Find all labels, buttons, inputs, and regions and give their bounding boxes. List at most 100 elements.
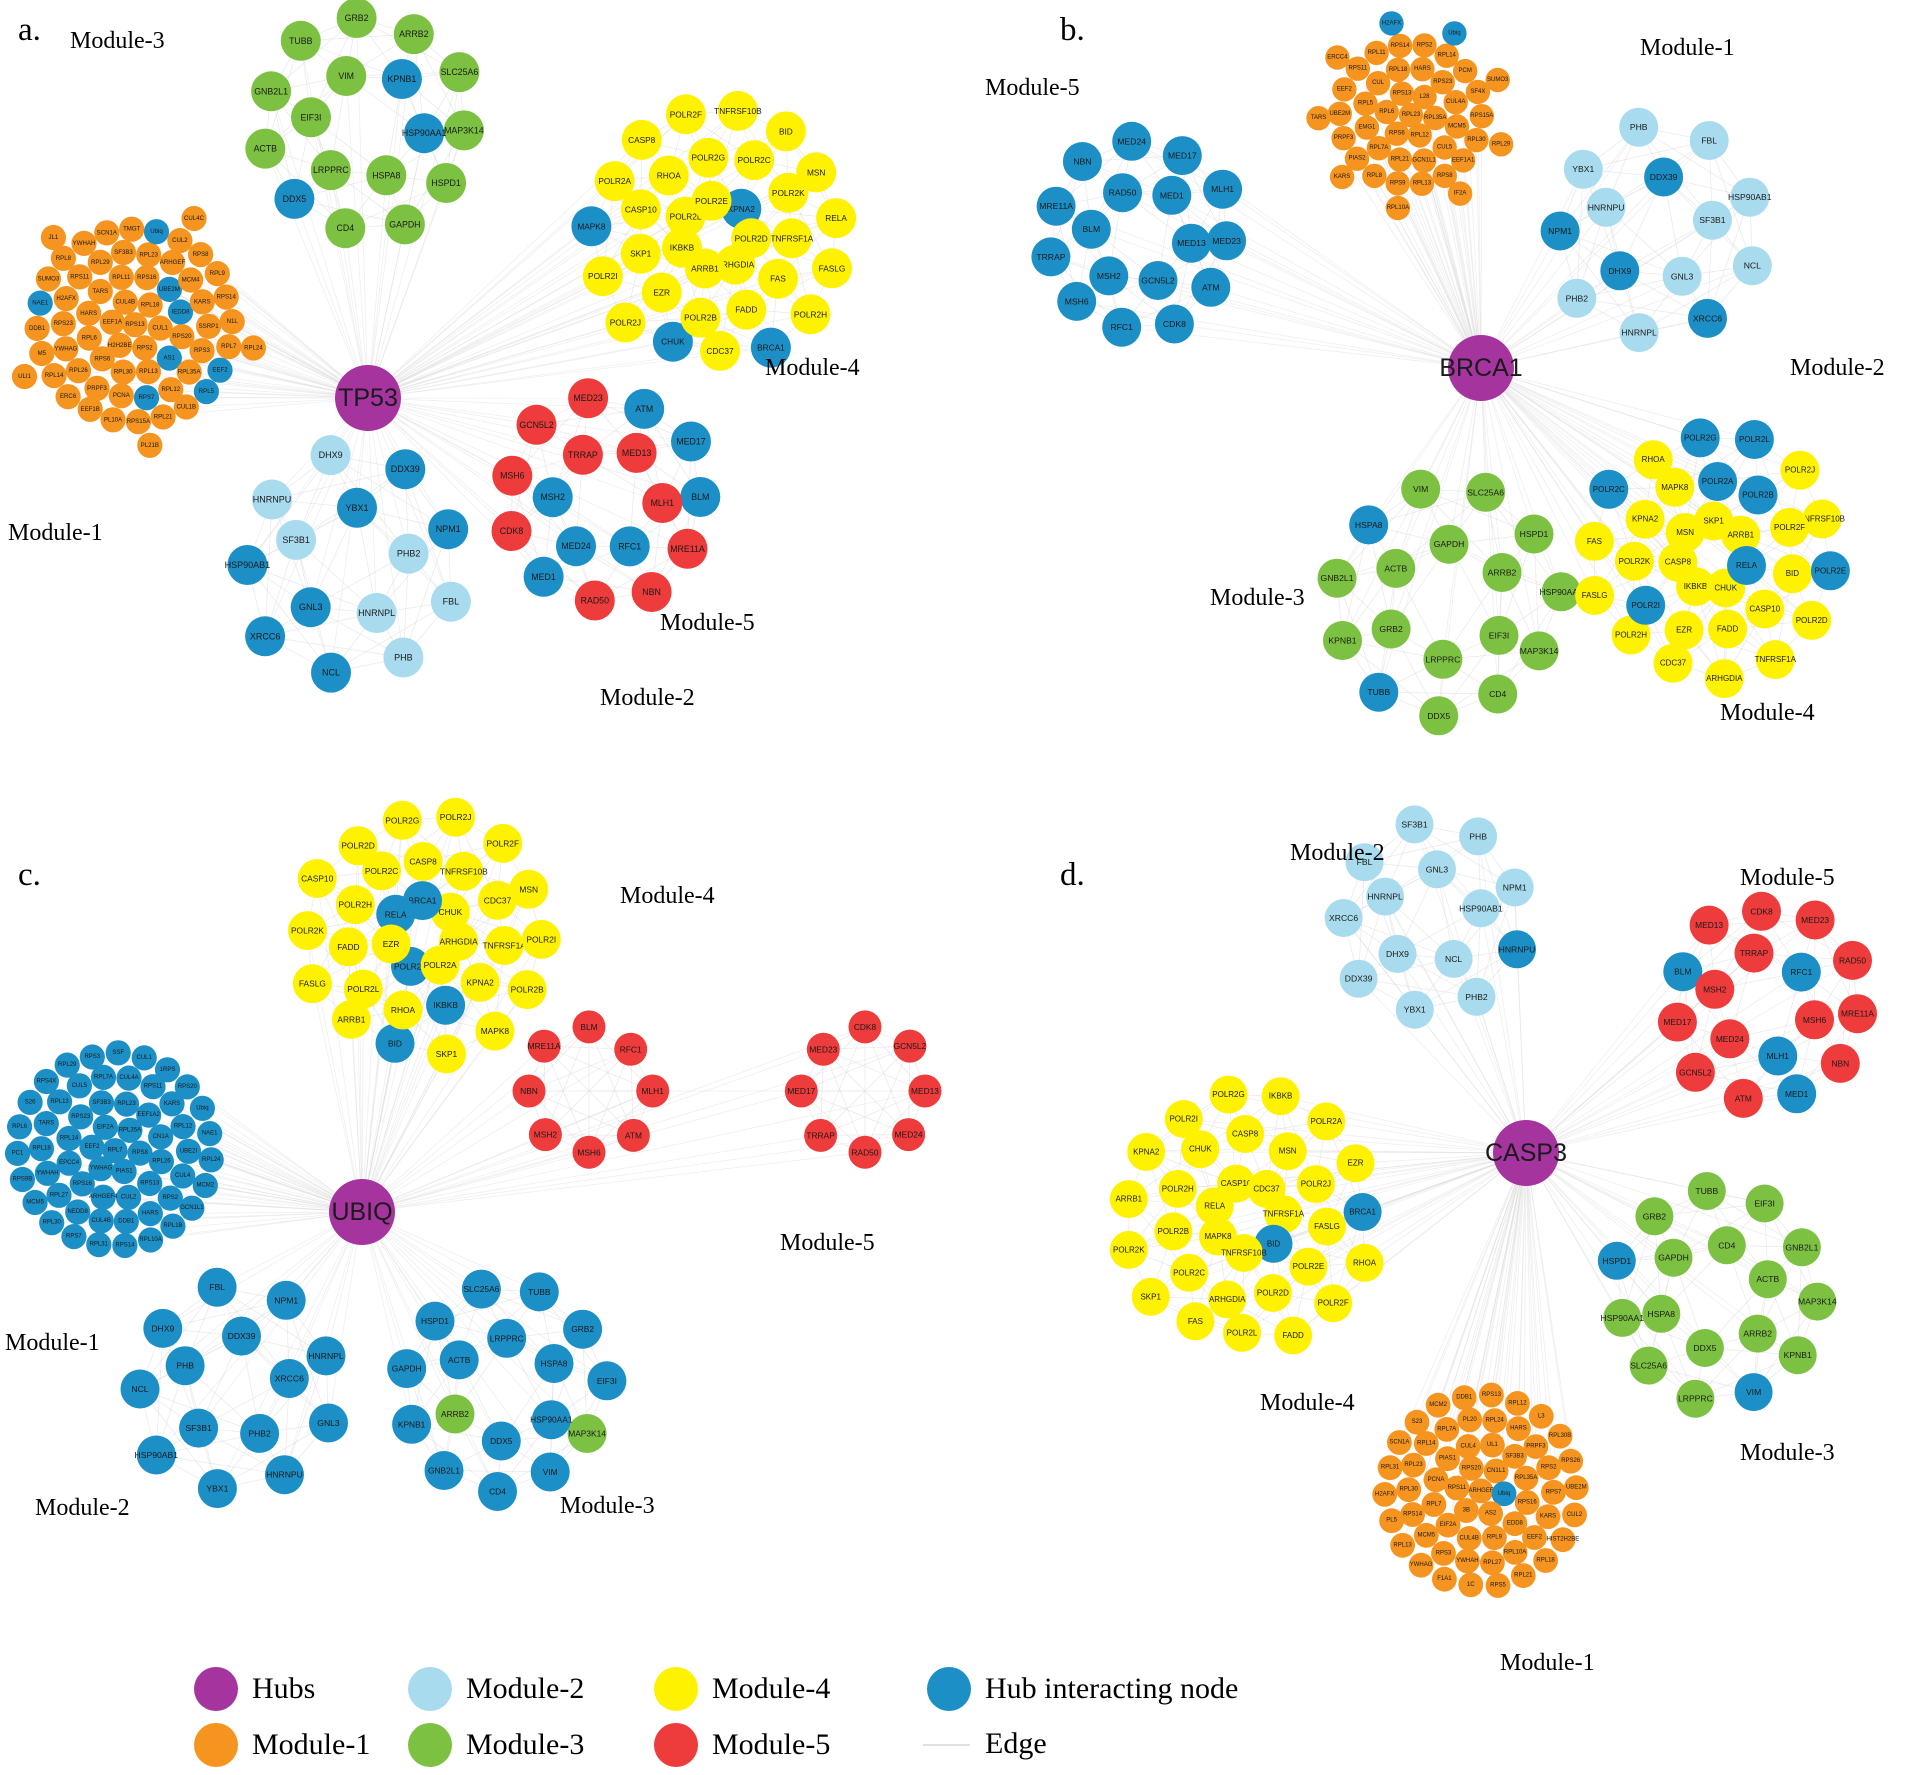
svg-text:HSP90AA1: HSP90AA1	[1601, 1313, 1645, 1323]
svg-text:EPCC4: EPCC4	[59, 1160, 80, 1166]
svg-text:GNL3: GNL3	[1426, 864, 1449, 874]
svg-text:RELA: RELA	[825, 213, 847, 223]
svg-text:CUL1: CUL1	[137, 1055, 153, 1061]
svg-text:N1L: N1L	[227, 318, 239, 325]
svg-text:PL20: PL20	[1463, 1417, 1478, 1423]
svg-text:POLR2C: POLR2C	[365, 866, 399, 876]
svg-text:RPL13: RPL13	[50, 1099, 69, 1105]
svg-text:MED13: MED13	[1177, 238, 1206, 248]
svg-text:UBE2M: UBE2M	[1329, 111, 1350, 117]
svg-text:BLM: BLM	[580, 1022, 597, 1032]
svg-text:F1A1: F1A1	[1437, 1576, 1452, 1582]
svg-text:KPNA2: KPNA2	[1632, 515, 1659, 524]
svg-text:RPL23: RPL23	[139, 251, 158, 258]
svg-text:KARS: KARS	[164, 1101, 180, 1107]
svg-text:RPS15A: RPS15A	[1470, 113, 1493, 119]
svg-text:SF4X: SF4X	[1470, 89, 1485, 95]
svg-text:RPL7: RPL7	[1426, 1502, 1442, 1508]
svg-text:RPS2: RPS2	[162, 1195, 178, 1201]
svg-text:IKBKB: IKBKB	[1684, 582, 1708, 591]
svg-text:DDX5: DDX5	[490, 1436, 513, 1446]
svg-text:HSPD1: HSPD1	[1602, 1256, 1631, 1266]
svg-text:RPS3: RPS3	[84, 1054, 100, 1060]
svg-text:PIAS1: PIAS1	[1439, 1456, 1457, 1462]
svg-text:LRPPRC: LRPPRC	[1678, 1394, 1713, 1404]
svg-text:RPL6: RPL6	[1379, 109, 1395, 115]
svg-text:RPL18: RPL18	[1389, 67, 1408, 73]
svg-text:Hubs: Hubs	[252, 1672, 315, 1705]
svg-text:RAD50: RAD50	[581, 596, 609, 606]
svg-text:RAD50: RAD50	[852, 1147, 879, 1157]
svg-text:GNL3: GNL3	[1671, 271, 1694, 281]
svg-text:RPS13: RPS13	[140, 1181, 160, 1187]
svg-text:Module-2: Module-2	[600, 685, 695, 711]
svg-text:IKBKB: IKBKB	[433, 1000, 458, 1010]
svg-text:Module-5: Module-5	[985, 75, 1080, 101]
svg-text:RFC1: RFC1	[618, 541, 641, 551]
svg-text:FASLG: FASLG	[1582, 591, 1608, 600]
svg-text:RPS20: RPS20	[1462, 1465, 1482, 1471]
svg-text:SSF: SSF	[112, 1050, 124, 1056]
svg-text:RPL31: RPL31	[90, 1242, 109, 1248]
svg-text:UBE2I: UBE2I	[180, 1148, 198, 1154]
svg-text:XRCC6: XRCC6	[1329, 913, 1358, 923]
svg-text:POLR2A: POLR2A	[1702, 477, 1734, 486]
svg-text:PHB: PHB	[394, 653, 413, 663]
svg-text:HSPD1: HSPD1	[431, 178, 460, 188]
svg-text:MED23: MED23	[573, 393, 602, 403]
svg-text:RHOA: RHOA	[657, 171, 681, 181]
svg-text:RPL18: RPL18	[141, 302, 160, 309]
svg-text:a.: a.	[18, 12, 41, 48]
svg-text:TNFRSF1A: TNFRSF1A	[483, 941, 527, 951]
svg-text:TARS: TARS	[39, 1121, 55, 1127]
svg-text:RELA: RELA	[385, 909, 407, 919]
svg-text:EEF1A: EEF1A	[103, 319, 123, 326]
svg-text:FAS: FAS	[1188, 1317, 1203, 1326]
svg-text:GAPDH: GAPDH	[389, 219, 420, 229]
svg-text:NCL: NCL	[322, 668, 340, 678]
svg-text:EIF3I: EIF3I	[1489, 630, 1510, 640]
svg-text:POLR2C: POLR2C	[1593, 485, 1625, 494]
svg-text:RPL13: RPL13	[139, 368, 158, 375]
svg-text:DHX9: DHX9	[1386, 949, 1409, 959]
svg-text:TARS: TARS	[1311, 115, 1327, 121]
svg-text:H2AFX: H2AFX	[56, 295, 76, 302]
svg-text:MCM5: MCM5	[1448, 124, 1466, 130]
svg-text:MLH1: MLH1	[1767, 1051, 1790, 1061]
svg-text:TNFRSF1A: TNFRSF1A	[770, 233, 813, 243]
svg-text:DDX39: DDX39	[1345, 974, 1373, 984]
svg-text:CUL4B: CUL4B	[92, 1218, 111, 1224]
svg-text:RPL35A: RPL35A	[1515, 1475, 1537, 1481]
svg-text:POLR2I: POLR2I	[1169, 1115, 1197, 1124]
svg-text:SKP1: SKP1	[1703, 517, 1724, 526]
svg-text:RPS14: RPS14	[1403, 1512, 1423, 1518]
svg-text:RPL9: RPL9	[210, 270, 226, 277]
svg-text:NAE1: NAE1	[202, 1131, 218, 1137]
svg-text:SF3B1: SF3B1	[185, 1423, 211, 1433]
svg-text:AS2: AS2	[1485, 1511, 1497, 1517]
svg-text:POLR2K: POLR2K	[1619, 557, 1651, 566]
svg-text:POLR2K: POLR2K	[1113, 1245, 1145, 1254]
svg-text:RPL30B: RPL30B	[1549, 1433, 1571, 1439]
svg-text:BLM: BLM	[1082, 224, 1100, 234]
svg-text:RPL23: RPL23	[1404, 1462, 1423, 1468]
svg-text:TARS: TARS	[92, 288, 108, 295]
svg-text:NEDD8: NEDD8	[68, 1209, 89, 1215]
svg-text:HNRNPL: HNRNPL	[308, 1351, 344, 1361]
svg-text:GCN1L1: GCN1L1	[1412, 158, 1436, 164]
svg-text:KPNA2: KPNA2	[1133, 1147, 1160, 1156]
svg-text:PCNA: PCNA	[1428, 1477, 1445, 1483]
svg-text:RPS16: RPS16	[137, 274, 157, 281]
svg-text:CHUK: CHUK	[661, 337, 685, 347]
svg-text:MSN: MSN	[1676, 528, 1694, 537]
svg-text:POLR2J: POLR2J	[440, 812, 472, 822]
svg-text:SF3B1: SF3B1	[282, 535, 310, 545]
svg-text:POLR2J: POLR2J	[1301, 1180, 1331, 1189]
svg-text:RPL26: RPL26	[152, 1159, 171, 1165]
svg-text:SCN1A: SCN1A	[97, 229, 118, 236]
svg-text:Module-5: Module-5	[660, 610, 755, 636]
svg-text:RPS14: RPS14	[115, 1243, 135, 1249]
svg-text:MRE11A: MRE11A	[1039, 201, 1073, 211]
svg-text:ACTB: ACTB	[1756, 1274, 1779, 1284]
svg-text:BID: BID	[1786, 569, 1800, 578]
